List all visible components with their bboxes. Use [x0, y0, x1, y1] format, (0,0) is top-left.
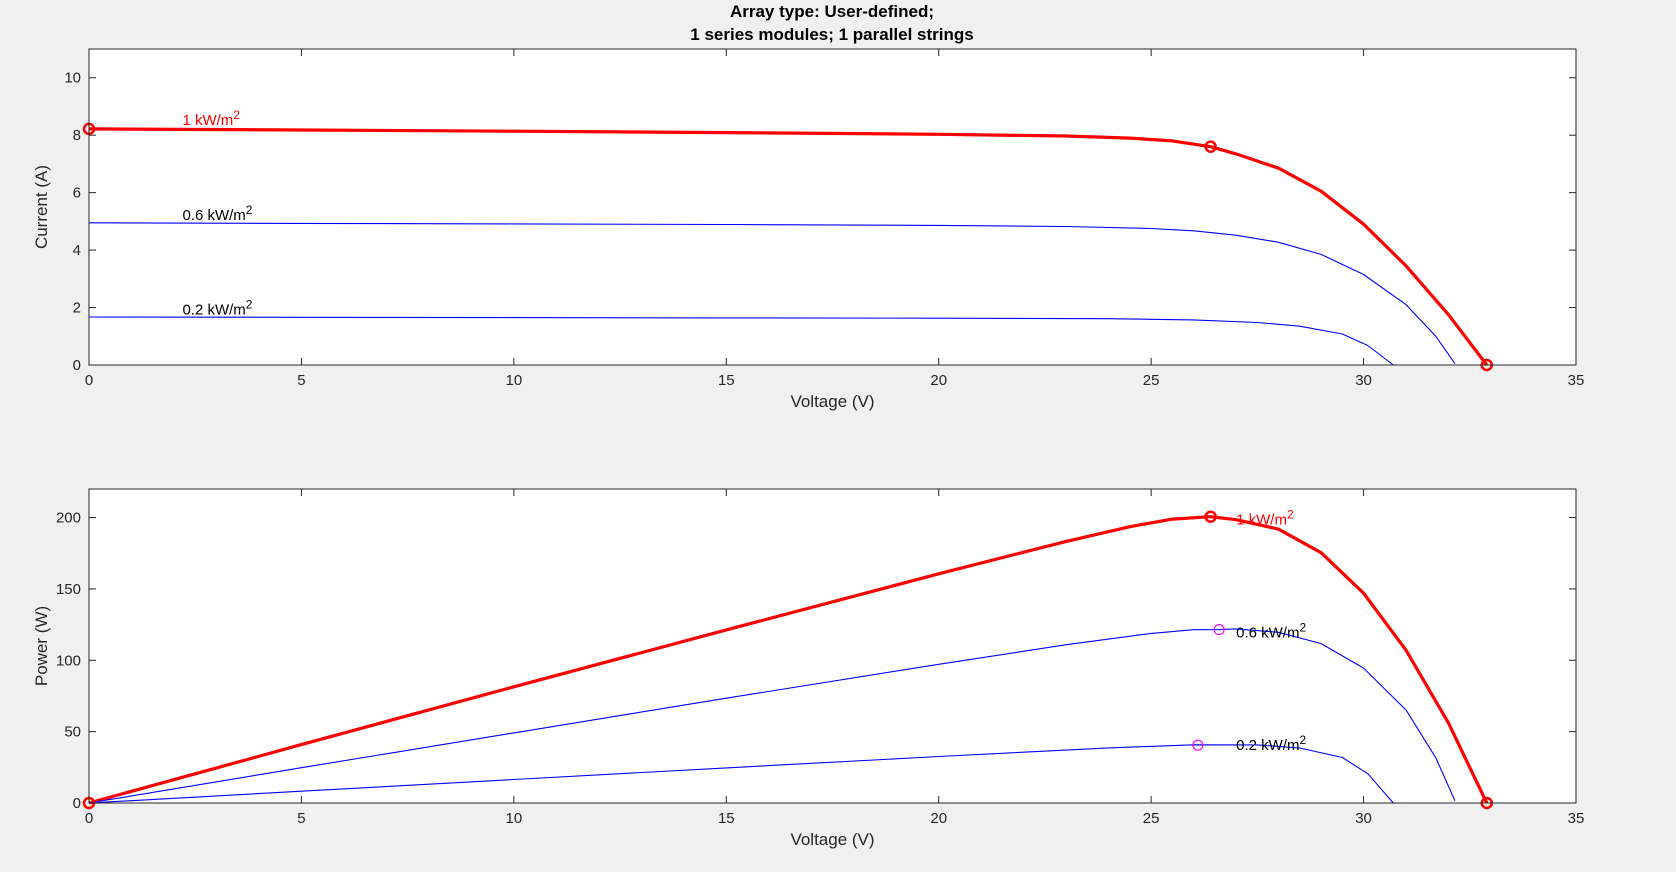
pv-x-tick-label: 5	[297, 810, 305, 827]
pv-x-tick-label: 15	[718, 810, 735, 827]
pv-x-tick-label: 10	[506, 810, 523, 827]
pv-y-tick-label: 100	[56, 652, 81, 669]
iv-y-tick-label: 4	[73, 242, 81, 259]
iv-plot-area	[89, 49, 1576, 365]
pv-y-axis-label: Power (W)	[32, 606, 51, 686]
pv-x-tick-label: 20	[930, 810, 947, 827]
pv-y-tick-label: 0	[73, 795, 81, 812]
pv-y-tick-label: 200	[56, 510, 81, 527]
pv-series-line-0	[88, 515, 1489, 805]
pv-series-line-1	[88, 628, 1456, 804]
pv-series-line-2	[88, 744, 1394, 804]
chart-title-line-1: Array type: User-defined;	[730, 2, 934, 21]
iv-y-tick-label: 0	[73, 357, 81, 374]
iv-x-tick-label: 5	[297, 372, 305, 389]
iv-axes-border	[88, 48, 1577, 366]
pv-x-axis-label: Voltage (V)	[790, 830, 874, 849]
pv-series-label-0: 1 kW/m2	[1236, 508, 1294, 529]
iv-x-tick-label: 0	[85, 372, 93, 389]
pv-x-tick-label: 30	[1355, 810, 1372, 827]
pv-series-label-2: 0.2 kW/m2	[1236, 733, 1306, 754]
iv-data-point-marker-0	[1204, 140, 1217, 153]
iv-y-tick-label: 10	[64, 70, 81, 87]
iv-series-label-1: 0.6 kW/m2	[182, 203, 252, 224]
pv-data-point-marker-1	[1213, 623, 1225, 636]
chart-title-line-2: 1 series modules; 1 parallel strings	[690, 25, 973, 44]
pv-y-tick-label: 50	[64, 724, 81, 741]
iv-x-tick-label: 20	[930, 372, 947, 389]
iv-series-line-2	[88, 316, 1394, 366]
iv-y-axis-label: Current (A)	[32, 165, 51, 249]
iv-x-axis-label: Voltage (V)	[790, 392, 874, 411]
iv-x-tick-label: 10	[506, 372, 523, 389]
pv-y-tick-label: 150	[56, 581, 81, 598]
iv-curve-axes: 0 5 10 15 20 25 30 35 0 2 4 6 8 10 Voltage (V) Current …	[32, 48, 1585, 411]
iv-series-line-1	[88, 222, 1456, 364]
iv-series-label-2: 0.2 kW/m2	[182, 298, 252, 319]
pv-x-tick-label: 0	[85, 810, 93, 827]
pv-x-tick-label: 25	[1143, 810, 1160, 827]
iv-x-tick-label: 25	[1143, 372, 1160, 389]
iv-x-tick-label: 15	[718, 372, 735, 389]
pv-data-point-marker-0	[1204, 510, 1217, 523]
iv-x-tick-label: 35	[1568, 372, 1585, 389]
iv-series-label-0: 1 kW/m2	[182, 108, 240, 129]
pv-data-point-marker-2	[1192, 739, 1204, 751]
pv-axes-border	[88, 488, 1577, 804]
pv-curve-axes: 0 5 10 15 20 25 30 35 0 50 100 150 200 Voltage (V) Pow…	[32, 488, 1585, 849]
pv-x-tick-label: 35	[1568, 810, 1585, 827]
iv-y-tick-label: 8	[73, 127, 81, 144]
iv-x-tick-label: 30	[1355, 372, 1372, 389]
iv-y-tick-label: 6	[73, 185, 81, 202]
iv-series-line-0	[88, 127, 1489, 366]
pv-plot-area	[89, 489, 1576, 803]
iv-y-tick-label: 2	[73, 300, 81, 317]
pv-series-label-1: 0.6 kW/m2	[1236, 620, 1306, 641]
